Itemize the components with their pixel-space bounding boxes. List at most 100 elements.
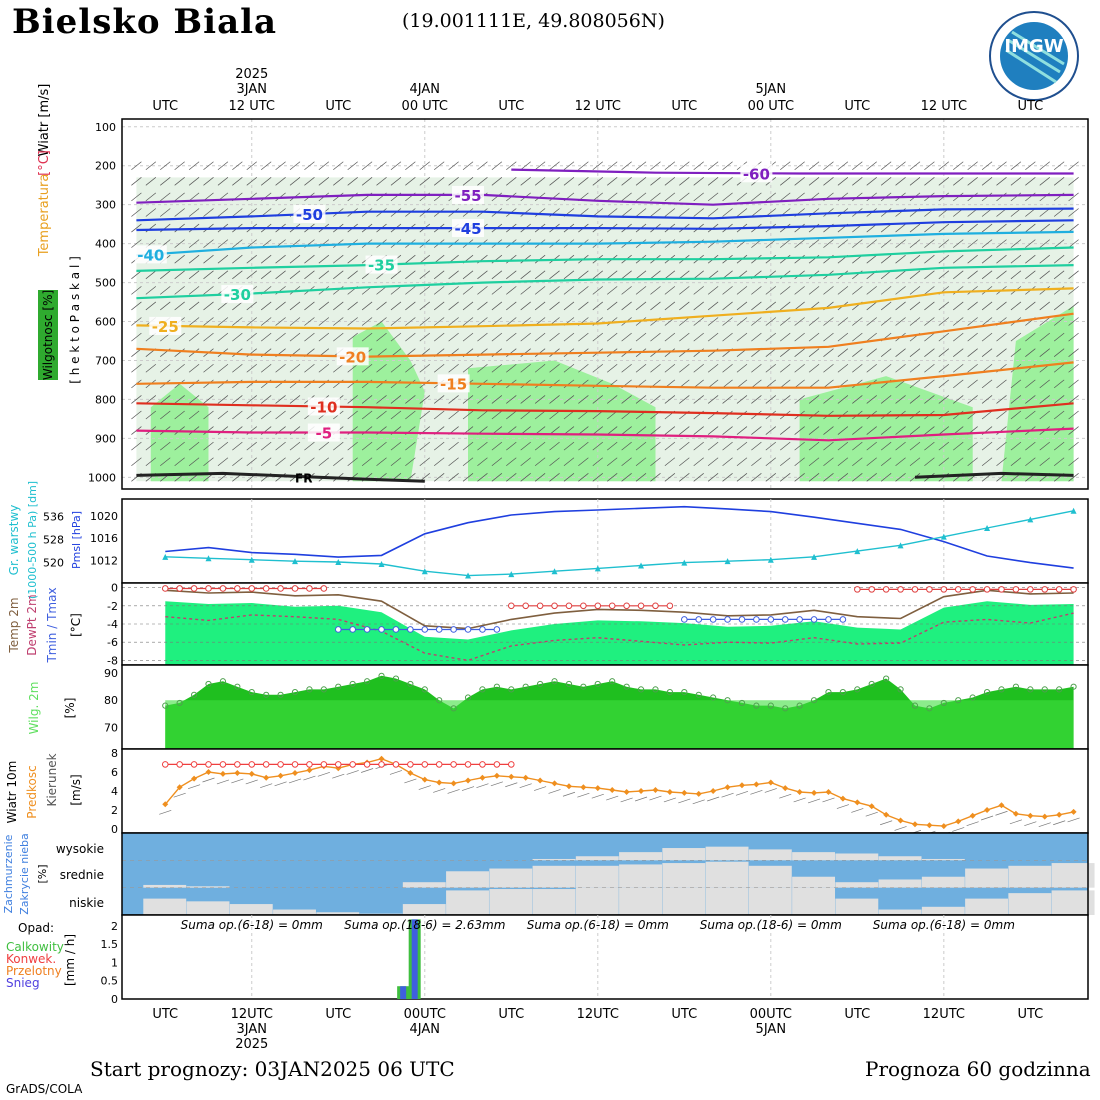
wind-barb	[405, 301, 416, 311]
wind-barb	[592, 457, 604, 467]
isotherm-line	[136, 230, 1074, 257]
wind-barb	[289, 395, 301, 404]
wind-barb	[909, 348, 921, 357]
precip-sum-label: Suma op.(18-6) = 2.63mm	[344, 918, 505, 932]
tmax-marker	[565, 602, 573, 610]
wind-direction-barb	[476, 783, 489, 789]
wind-barb	[953, 395, 964, 404]
wind-barb	[736, 208, 748, 217]
wind-barb	[333, 254, 344, 264]
humidity-marker	[594, 680, 601, 688]
wind-barb	[866, 332, 877, 342]
wind-barb	[289, 317, 301, 326]
wind-barb	[592, 410, 604, 420]
wind-barb	[880, 473, 892, 482]
wind-barb	[823, 177, 834, 186]
wind-barb	[765, 473, 777, 482]
wind-barb	[160, 270, 171, 280]
tmin-marker	[392, 626, 400, 633]
wind-barb	[909, 301, 921, 311]
wind-barb	[707, 301, 719, 311]
wind-barb	[1053, 457, 1065, 467]
gpt-tick-label: 528	[43, 534, 64, 547]
wind-barb	[563, 332, 575, 342]
wind-barb	[232, 363, 243, 373]
wind-barb	[736, 379, 748, 389]
wind-barb	[679, 286, 690, 295]
cloud-cover-bar	[878, 879, 922, 888]
bottom-time-label: 12UTC	[231, 1007, 273, 1022]
wind-barb	[217, 379, 229, 389]
wind-barb	[188, 441, 200, 451]
wind-speed-marker	[911, 821, 918, 828]
wind-barb	[751, 363, 762, 373]
wind-barb	[736, 192, 748, 202]
wind-barb	[506, 332, 517, 342]
wind-barb	[981, 317, 993, 326]
wind-barb	[895, 317, 906, 326]
wind-barb	[260, 395, 272, 404]
wind-speed-marker	[479, 774, 486, 781]
wind-barb	[506, 348, 517, 357]
profile-frame	[121, 118, 1089, 490]
wind-barb	[217, 270, 229, 280]
cloud-cover-bar	[532, 858, 576, 861]
wind-barb	[823, 286, 834, 295]
wind-barb	[808, 473, 820, 482]
tmax-marker	[926, 586, 933, 593]
wind-barb	[203, 363, 214, 373]
wind-barb	[679, 192, 690, 202]
wind-barb	[203, 441, 214, 451]
wind-barb	[866, 177, 877, 186]
wind-tick-label: 6	[111, 766, 118, 779]
wind-barb	[174, 410, 185, 420]
humidity-marker	[522, 683, 529, 690]
wind-barb	[981, 410, 993, 420]
wind-barb	[506, 473, 517, 482]
wind-direction-barb	[505, 782, 518, 788]
temperature-fill	[165, 601, 1074, 665]
wind-barb	[260, 441, 272, 451]
wind-barb	[188, 239, 200, 248]
gpt-marker	[162, 553, 169, 560]
cloud-cover-bar	[229, 904, 273, 915]
wind-speed-marker	[306, 767, 313, 774]
wind-barb	[520, 348, 531, 357]
wind-barb	[650, 426, 661, 435]
wind-barb	[852, 317, 863, 326]
isotherm-label: -5	[316, 425, 333, 443]
wind-barb	[217, 301, 229, 311]
wind-barb	[621, 161, 632, 171]
wind-barb	[592, 395, 604, 404]
wind-barb	[361, 441, 373, 451]
wind-barb	[880, 301, 892, 311]
wind-barb	[1053, 317, 1065, 326]
wind-direction-barb	[404, 778, 417, 784]
wind-barb	[679, 161, 690, 171]
wind-barb	[981, 379, 993, 389]
wind-barb	[924, 301, 935, 311]
wind-barb	[390, 161, 402, 171]
cloud-cover-bar	[446, 871, 489, 888]
wind-barb	[246, 254, 257, 264]
wind-barb	[1053, 177, 1065, 186]
wind-barb	[924, 286, 935, 295]
wind-barb	[981, 254, 993, 264]
wind-barb	[707, 317, 719, 326]
wind-barb	[390, 379, 402, 389]
wind-barb	[246, 177, 257, 186]
wind-direction-barb	[606, 795, 619, 801]
wind-barb	[232, 457, 243, 467]
temp-tick-label: -6	[107, 636, 118, 649]
wind-barb	[693, 441, 704, 451]
wind-barb	[318, 177, 330, 186]
gpt-marker	[551, 568, 558, 575]
wind-barb	[679, 332, 690, 342]
wind-speed-marker	[623, 788, 630, 795]
wind-barb	[578, 301, 589, 311]
wind-barb	[390, 270, 402, 280]
bottom-time-label: 00UTC	[750, 1007, 792, 1022]
wind-barb	[1068, 457, 1079, 467]
tmax-marker	[882, 586, 890, 593]
wind-gust-marker	[219, 761, 227, 768]
